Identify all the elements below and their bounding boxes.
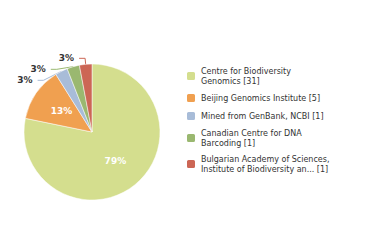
svg-text:Canadian Centre for DNA: Canadian Centre for DNA: [201, 129, 302, 138]
svg-text:Barcoding [1]: Barcoding [1]: [201, 139, 255, 148]
svg-text:Centre for Biodiversity: Centre for Biodiversity: [201, 67, 291, 76]
svg-text:Beijing Genomics Institute [5]: Beijing Genomics Institute [5]: [201, 94, 320, 103]
svg-text:13%: 13%: [51, 106, 73, 116]
svg-text:3%: 3%: [31, 64, 46, 74]
svg-text:Institute of Biodiversity an..: Institute of Biodiversity an... [1]: [201, 165, 328, 174]
svg-text:Genomics [31]: Genomics [31]: [201, 77, 260, 86]
svg-text:79%: 79%: [105, 156, 127, 166]
svg-text:3%: 3%: [17, 75, 32, 85]
svg-text:3%: 3%: [59, 53, 74, 63]
svg-text:Mined from GenBank, NCBI [1]: Mined from GenBank, NCBI [1]: [201, 112, 324, 121]
svg-text:Bulgarian Academy of Sciences,: Bulgarian Academy of Sciences,: [201, 155, 329, 164]
